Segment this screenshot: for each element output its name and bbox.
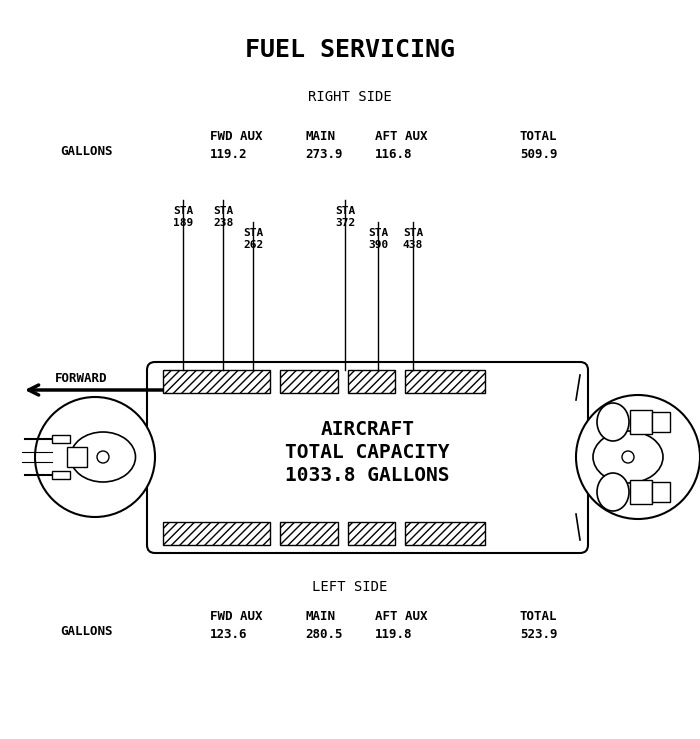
Bar bbox=[163, 370, 270, 393]
Text: FWD AUX: FWD AUX bbox=[210, 130, 262, 143]
Text: STA
189: STA 189 bbox=[173, 206, 193, 228]
Text: FWD AUX: FWD AUX bbox=[210, 610, 262, 623]
Text: AFT AUX: AFT AUX bbox=[375, 130, 428, 143]
Bar bbox=[52, 471, 70, 479]
Text: 123.6: 123.6 bbox=[210, 628, 248, 641]
Text: TOTAL: TOTAL bbox=[520, 130, 557, 143]
Ellipse shape bbox=[576, 395, 700, 519]
Bar bbox=[630, 410, 652, 434]
Text: 509.9: 509.9 bbox=[520, 148, 557, 161]
Text: 119.2: 119.2 bbox=[210, 148, 248, 161]
Text: 1033.8 GALLONS: 1033.8 GALLONS bbox=[286, 466, 449, 485]
Text: AFT AUX: AFT AUX bbox=[375, 610, 428, 623]
Bar bbox=[280, 370, 338, 393]
Text: AIRCRAFT: AIRCRAFT bbox=[321, 420, 414, 439]
Bar bbox=[405, 522, 485, 545]
Text: GALLONS: GALLONS bbox=[60, 625, 113, 638]
Text: MAIN: MAIN bbox=[305, 130, 335, 143]
Bar bbox=[348, 370, 395, 393]
Bar bbox=[630, 480, 652, 504]
Bar bbox=[405, 370, 485, 393]
Text: STA
238: STA 238 bbox=[213, 206, 233, 228]
Text: STA
372: STA 372 bbox=[335, 206, 355, 228]
Text: 116.8: 116.8 bbox=[375, 148, 412, 161]
Text: GALLONS: GALLONS bbox=[60, 145, 113, 158]
Ellipse shape bbox=[71, 432, 136, 482]
Text: FORWARD: FORWARD bbox=[55, 372, 108, 385]
Ellipse shape bbox=[35, 397, 155, 517]
Ellipse shape bbox=[593, 431, 663, 483]
Text: 280.5: 280.5 bbox=[305, 628, 342, 641]
Text: 523.9: 523.9 bbox=[520, 628, 557, 641]
Bar bbox=[163, 522, 270, 545]
Ellipse shape bbox=[97, 451, 109, 463]
Text: STA
438: STA 438 bbox=[403, 228, 423, 250]
Bar bbox=[652, 482, 670, 502]
FancyBboxPatch shape bbox=[147, 362, 588, 553]
Text: MAIN: MAIN bbox=[305, 610, 335, 623]
Bar bbox=[652, 412, 670, 432]
Text: RIGHT SIDE: RIGHT SIDE bbox=[308, 90, 392, 104]
Text: TOTAL CAPACITY: TOTAL CAPACITY bbox=[286, 443, 449, 462]
Text: LEFT SIDE: LEFT SIDE bbox=[312, 580, 388, 594]
Ellipse shape bbox=[597, 403, 629, 441]
Text: TOTAL: TOTAL bbox=[520, 610, 557, 623]
Ellipse shape bbox=[622, 451, 634, 463]
Text: FUEL SERVICING: FUEL SERVICING bbox=[245, 38, 455, 62]
Text: 119.8: 119.8 bbox=[375, 628, 412, 641]
Text: STA
390: STA 390 bbox=[368, 228, 388, 250]
Bar bbox=[52, 435, 70, 443]
Text: 273.9: 273.9 bbox=[305, 148, 342, 161]
Ellipse shape bbox=[597, 473, 629, 511]
Text: STA
262: STA 262 bbox=[243, 228, 263, 250]
Bar bbox=[348, 522, 395, 545]
Bar bbox=[67, 447, 87, 467]
Bar bbox=[280, 522, 338, 545]
